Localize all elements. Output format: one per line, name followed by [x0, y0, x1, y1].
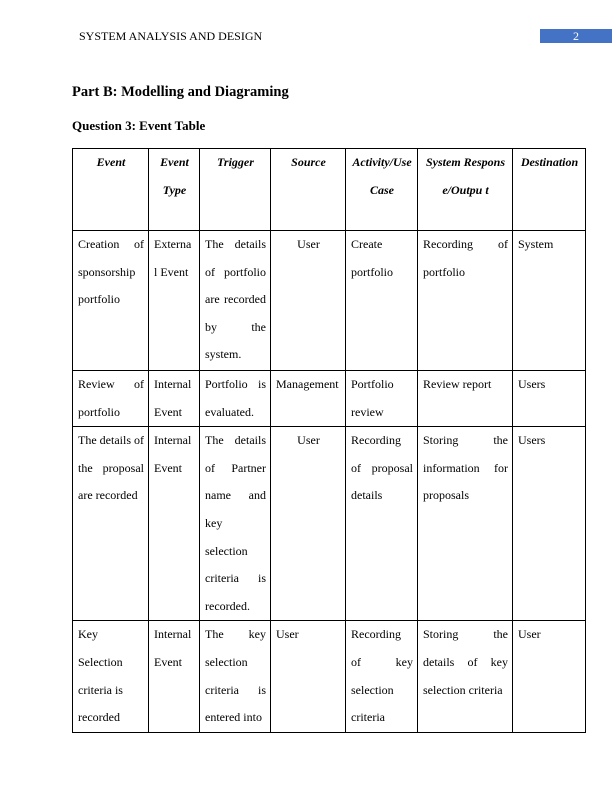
column-header-trigger: Trigger: [199, 148, 271, 231]
cell-destination: System: [512, 230, 586, 371]
cell-trigger: The key selection criteria is entered in…: [199, 620, 271, 733]
cell-system-response: Review report: [417, 369, 513, 428]
cell-system-response: Storing the information for proposals: [417, 426, 513, 622]
cell-source: User: [270, 230, 346, 371]
event-table: Event Event Type Trigger Source Activity/Use…: [72, 148, 586, 733]
column-header-destination: Destination: [512, 148, 586, 231]
cell-event: Key Selection criteria is recorded: [72, 620, 149, 733]
cell-event: The details of the proposal are recorded: [72, 426, 149, 622]
column-header-system-response: System Response/Outpu t: [417, 148, 513, 231]
cell-trigger: The details of portfolio are recorded by…: [199, 230, 271, 371]
page-number: 2: [540, 29, 612, 43]
cell-activity-use-case: Recording of key selection criteria: [345, 620, 418, 733]
part-heading: Part B: Modelling and Diagraming: [72, 84, 289, 100]
column-header-source: Source: [270, 148, 346, 231]
column-header-activity-use-case: Activity/Use Case: [345, 148, 418, 231]
table-row: The details of the proposal are recorded…: [72, 426, 586, 622]
cell-event-type: Internal Event: [148, 426, 200, 622]
cell-destination: Users: [512, 426, 586, 622]
cell-source: User: [270, 620, 346, 733]
cell-destination: User: [512, 620, 586, 733]
cell-event-type: Externa l Event: [148, 230, 200, 371]
cell-system-response: Storing the details of key selection cri…: [417, 620, 513, 733]
cell-trigger: The details of Partner name and key sele…: [199, 426, 271, 622]
cell-trigger: Portfolio is evaluated.: [199, 369, 271, 428]
cell-event-type: Internal Event: [148, 369, 200, 428]
table-row: Key Selection criteria is recorded Intern…: [72, 620, 586, 733]
table-row: Review of portfolio Internal Event Portfol…: [72, 369, 586, 428]
cell-system-response: Recording of portfolio: [417, 230, 513, 371]
cell-source: User: [270, 426, 346, 622]
table-header-row: Event Event Type Trigger Source Activity/Use…: [72, 148, 586, 231]
column-header-event-type: Event Type: [148, 148, 200, 231]
table-row: Creation of sponsorship portfolio Externa…: [72, 230, 586, 371]
cell-event: Review of portfolio: [72, 369, 149, 428]
running-header-title: SYSTEM ANALYSIS AND DESIGN: [79, 29, 263, 43]
cell-event: Creation of sponsorship portfolio: [72, 230, 149, 371]
cell-activity-use-case: Create portfolio: [345, 230, 418, 371]
cell-event-type: Internal Event: [148, 620, 200, 733]
column-header-event: Event: [72, 148, 149, 231]
cell-destination: Users: [512, 369, 586, 428]
cell-activity-use-case: Recording of proposal details: [345, 426, 418, 622]
question-heading: Question 3: Event Table: [72, 118, 206, 133]
cell-source: Management: [270, 369, 346, 428]
cell-activity-use-case: Portfolio review: [345, 369, 418, 428]
